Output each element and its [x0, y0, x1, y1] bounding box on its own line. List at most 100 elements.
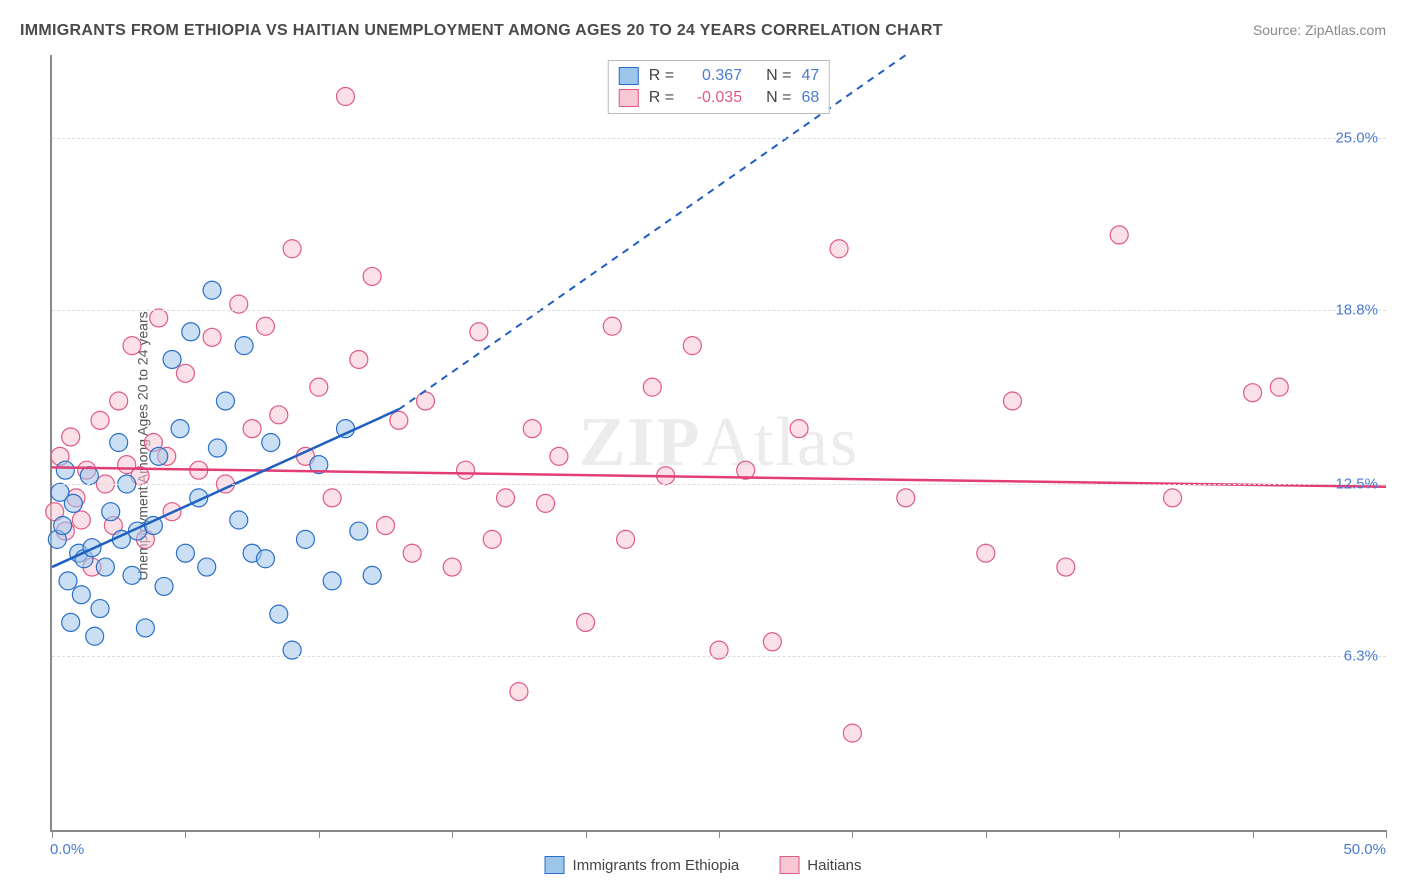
data-point-pink [763, 633, 781, 651]
data-point-pink [1164, 489, 1182, 507]
data-point-pink [1270, 378, 1288, 396]
y-tick-label: 12.5% [1335, 476, 1378, 493]
gridline [52, 656, 1386, 657]
legend-swatch [619, 67, 639, 85]
data-point-pink [110, 392, 128, 410]
data-point-blue [163, 350, 181, 368]
data-point-pink [62, 428, 80, 446]
data-point-blue [155, 577, 173, 595]
data-point-pink [683, 337, 701, 355]
data-point-blue [123, 566, 141, 584]
data-point-pink [977, 544, 995, 562]
data-point-blue [171, 420, 189, 438]
x-tick [1253, 830, 1254, 838]
data-point-blue [216, 392, 234, 410]
y-tick-label: 25.0% [1335, 130, 1378, 147]
x-tick [719, 830, 720, 838]
data-point-blue [56, 461, 74, 479]
data-point-blue [96, 558, 114, 576]
legend-label: Immigrants from Ethiopia [573, 857, 740, 874]
data-point-pink [897, 489, 915, 507]
data-point-blue [323, 572, 341, 590]
data-point-pink [363, 267, 381, 285]
gridline [52, 484, 1386, 485]
data-point-pink [91, 411, 109, 429]
data-point-blue [136, 619, 154, 637]
data-point-pink [390, 411, 408, 429]
data-point-blue [54, 517, 72, 535]
data-point-pink [176, 364, 194, 382]
data-point-pink [72, 511, 90, 529]
data-point-pink [350, 350, 368, 368]
data-point-pink [336, 88, 354, 106]
data-point-blue [256, 550, 274, 568]
data-point-pink [377, 517, 395, 535]
data-point-blue [350, 522, 368, 540]
n-value: 47 [801, 67, 819, 85]
legend-row-pink: R = -0.035 N = 68 [619, 87, 819, 109]
data-point-pink [550, 447, 568, 465]
n-value: 68 [801, 89, 819, 107]
data-point-blue [62, 613, 80, 631]
data-point-pink [497, 489, 515, 507]
data-point-pink [256, 317, 274, 335]
data-point-pink [603, 317, 621, 335]
data-point-pink [830, 240, 848, 258]
chart-title: IMMIGRANTS FROM ETHIOPIA VS HAITIAN UNEM… [20, 22, 943, 40]
data-point-pink [323, 489, 341, 507]
r-value: -0.035 [684, 89, 742, 107]
legend-swatch [619, 89, 639, 107]
data-point-blue [336, 420, 354, 438]
data-point-pink [1057, 558, 1075, 576]
data-point-blue [176, 544, 194, 562]
data-point-blue [80, 467, 98, 485]
legend-item-blue: Immigrants from Ethiopia [545, 856, 740, 874]
data-point-pink [150, 309, 168, 327]
r-label: R = [649, 67, 674, 85]
data-point-blue [203, 281, 221, 299]
legend-swatch [545, 856, 565, 874]
data-point-blue [182, 323, 200, 341]
legend-label: Haitians [807, 857, 861, 874]
data-point-pink [523, 420, 541, 438]
data-point-pink [470, 323, 488, 341]
legend-swatch [779, 856, 799, 874]
data-point-blue [198, 558, 216, 576]
x-tick [1386, 830, 1387, 838]
data-point-pink [243, 420, 261, 438]
data-point-blue [235, 337, 253, 355]
x-tick [319, 830, 320, 838]
data-point-blue [72, 586, 90, 604]
data-point-blue [150, 447, 168, 465]
data-point-pink [270, 406, 288, 424]
data-point-pink [457, 461, 475, 479]
data-point-blue [296, 530, 314, 548]
y-tick-label: 6.3% [1344, 647, 1378, 664]
legend-item-pink: Haitians [779, 856, 861, 874]
data-point-blue [59, 572, 77, 590]
chart-plot-area: ZIPAtlas R = 0.367 N = 47 R = -0.035 N =… [50, 55, 1386, 832]
data-point-pink [417, 392, 435, 410]
data-point-pink [443, 558, 461, 576]
data-point-blue [102, 503, 120, 521]
x-tick [452, 830, 453, 838]
r-label: R = [649, 89, 674, 107]
source-attribution: Source: ZipAtlas.com [1253, 22, 1386, 38]
x-tick [986, 830, 987, 838]
data-point-pink [310, 378, 328, 396]
data-point-pink [790, 420, 808, 438]
data-point-pink [123, 337, 141, 355]
gridline [52, 310, 1386, 311]
data-point-pink [403, 544, 421, 562]
data-point-blue [270, 605, 288, 623]
data-point-pink [577, 613, 595, 631]
series-legend: Immigrants from Ethiopia Haitians [545, 856, 862, 874]
gridline [52, 138, 1386, 139]
data-point-blue [110, 434, 128, 452]
data-point-pink [643, 378, 661, 396]
data-point-pink [1110, 226, 1128, 244]
data-point-pink [510, 683, 528, 701]
data-point-pink [1003, 392, 1021, 410]
scatter-plot-svg [52, 55, 1386, 830]
data-point-blue [208, 439, 226, 457]
